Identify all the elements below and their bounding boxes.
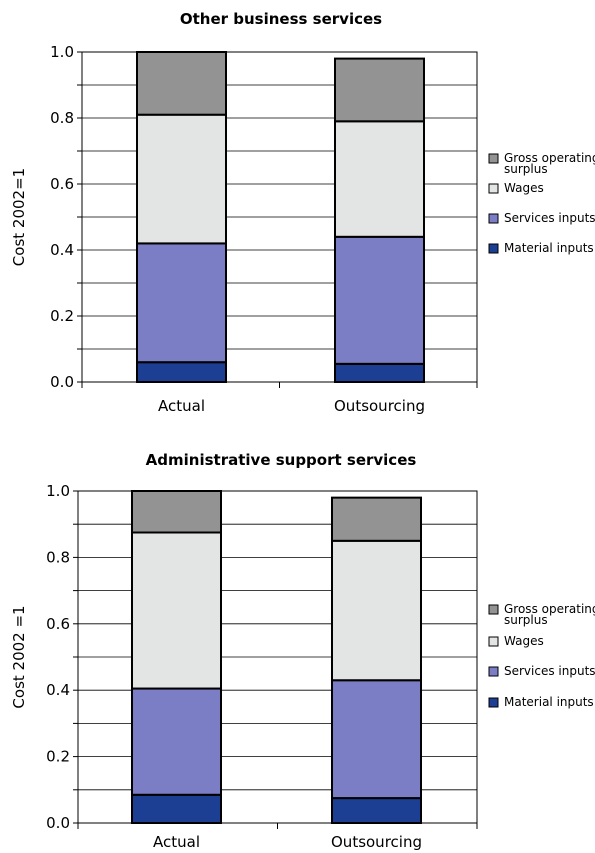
x-category-label: Outsourcing: [334, 397, 425, 415]
legend-entry: Material inputs: [504, 695, 594, 709]
y-tick-label: 0.0: [50, 373, 74, 391]
x-category-label: Outsourcing: [331, 833, 422, 851]
x-category-label: Actual: [158, 397, 205, 415]
legend-entry: Gross operating surplus: [504, 151, 595, 176]
legend-swatch: [488, 243, 499, 254]
y-tick-label: 0.4: [46, 681, 70, 699]
bar-segment-gross-operating-surplus: [136, 51, 227, 116]
legend-swatch: [488, 183, 499, 194]
y-tick-label: 1.0: [50, 43, 74, 61]
legend-entry: Wages: [504, 634, 544, 648]
legend-entry: Services inputs: [504, 664, 595, 678]
legend-entry: Gross operating surplus: [504, 602, 595, 627]
y-axis-label: Cost 2002=1: [10, 168, 28, 266]
bar-segment-services-inputs: [334, 235, 425, 365]
y-tick-label: 0.2: [46, 748, 70, 766]
y-tick-label: 0.2: [50, 307, 74, 325]
bar-segment-services-inputs: [131, 687, 222, 796]
y-tick-label: 0.6: [46, 615, 70, 633]
chart-administrative-support-services: Administrative support services 0.0 0.2 0.4…: [10, 451, 595, 851]
chart-other-business-services: Other business services 0.0 0.2 0.4 0.6 0.8 1.…: [10, 10, 595, 415]
bar-segment-gross-operating-surplus: [334, 57, 425, 123]
bar-segment-material-inputs: [136, 361, 227, 384]
bar-segment-wages: [131, 531, 222, 690]
y-tick-label: 0.4: [50, 241, 74, 259]
y-tick-label: 1.0: [46, 482, 70, 500]
bar-segment-wages: [136, 113, 227, 245]
bar-segment-material-inputs: [331, 797, 422, 825]
bar-segment-material-inputs: [334, 362, 425, 384]
y-tick-label: 0.6: [50, 175, 74, 193]
bar-segment-gross-operating-surplus: [131, 490, 222, 534]
legend-entry: Services inputs: [504, 211, 595, 225]
legend-swatch: [488, 697, 499, 708]
legend-swatch: [488, 604, 499, 615]
chart-title: Other business services: [180, 10, 382, 28]
legend-swatch: [488, 636, 499, 647]
chart-title: Administrative support services: [146, 451, 417, 469]
x-category-label: Actual: [153, 833, 200, 851]
y-axis-label: Cost 2002 =1: [10, 605, 28, 708]
legend-entry: Material inputs: [504, 241, 594, 255]
y-tick-label: 0.8: [50, 109, 74, 127]
legend-swatch: [488, 153, 499, 164]
y-tick-label: 0.0: [46, 814, 70, 832]
legend-swatch: [488, 213, 499, 224]
legend-entry: Wages: [504, 181, 544, 195]
bar-segment-material-inputs: [131, 793, 222, 824]
bar-segment-gross-operating-surplus: [331, 496, 422, 542]
bar-segment-services-inputs: [136, 242, 227, 364]
bar-segment-wages: [331, 539, 422, 682]
legend-swatch: [488, 666, 499, 677]
bar-segment-wages: [334, 120, 425, 238]
bar-segment-services-inputs: [331, 679, 422, 800]
y-tick-label: 0.8: [46, 548, 70, 566]
